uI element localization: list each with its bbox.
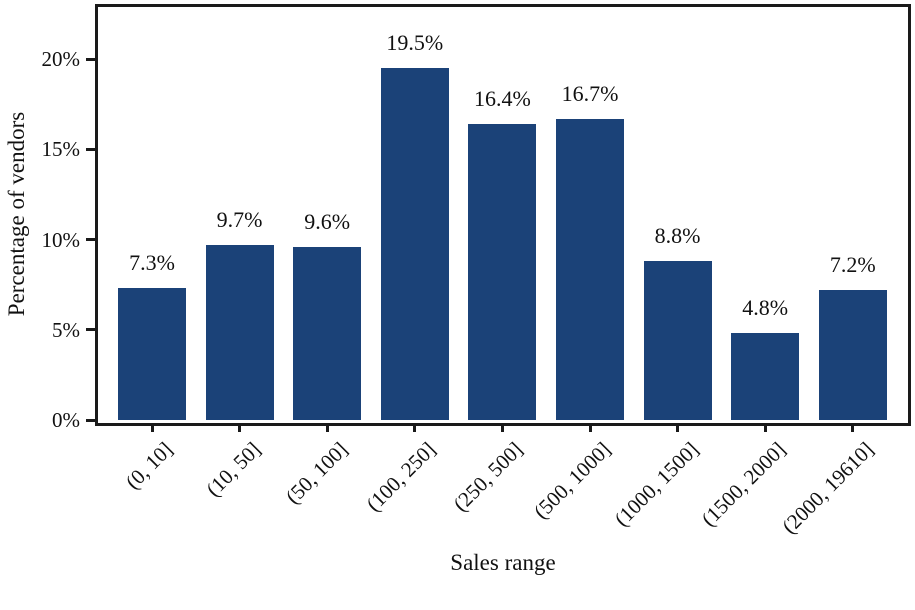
bar — [556, 118, 624, 420]
y-tick — [86, 147, 95, 151]
y-tick — [86, 238, 95, 242]
bar — [118, 288, 186, 420]
bar-value-label: 7.2% — [829, 252, 876, 278]
x-tick-label: (2000, 19610] — [776, 437, 879, 539]
bar-value-label: 4.8% — [742, 295, 789, 321]
y-tick — [86, 328, 95, 332]
bar-value-label: 8.8% — [654, 223, 701, 249]
y-tick — [86, 57, 95, 61]
x-tick — [238, 423, 242, 432]
bar — [731, 333, 800, 420]
bar — [293, 246, 362, 420]
y-tick-label: 20% — [41, 47, 81, 72]
x-tick-label: (0, 10] — [120, 437, 178, 494]
bar-value-label: 9.6% — [304, 208, 351, 234]
x-tick — [851, 423, 855, 432]
bar — [205, 245, 274, 420]
x-tick-label: (1500, 2000] — [696, 437, 791, 531]
x-tick — [763, 423, 767, 432]
bar-value-label: 16.7% — [561, 80, 619, 106]
y-tick-label: 15% — [41, 137, 81, 162]
x-tick-label: (500, 1000] — [528, 437, 616, 524]
bar-value-label: 7.3% — [129, 250, 175, 276]
x-tick — [150, 423, 154, 432]
x-tick — [588, 423, 592, 432]
bar — [380, 68, 449, 420]
x-tick — [325, 423, 329, 432]
y-tick-label: 10% — [41, 227, 81, 252]
bar — [468, 124, 537, 420]
y-tick-label: 5% — [52, 317, 80, 342]
bar-value-label: 16.4% — [473, 86, 531, 112]
bar-value-label: 19.5% — [386, 30, 444, 56]
x-tick — [500, 423, 504, 432]
y-tick-label: 0% — [52, 408, 80, 432]
x-tick — [413, 423, 417, 432]
x-tick-label: (250, 500] — [448, 437, 528, 517]
x-tick-label: (10, 50] — [200, 437, 265, 502]
x-tick-label: (1000, 1500] — [609, 437, 703, 531]
bar-value-label: 9.7% — [216, 207, 263, 233]
x-tick — [676, 423, 680, 432]
y-tick — [86, 418, 95, 422]
x-tick-label: (100, 250] — [361, 437, 441, 517]
bar — [818, 290, 887, 420]
x-tick-label: (50, 100] — [281, 437, 353, 509]
bar-chart-figure: Percentage of vendors Sales range 7.3% (0… — [4, 4, 911, 575]
x-axis-title: Sales range — [450, 550, 556, 575]
bar — [643, 261, 712, 420]
